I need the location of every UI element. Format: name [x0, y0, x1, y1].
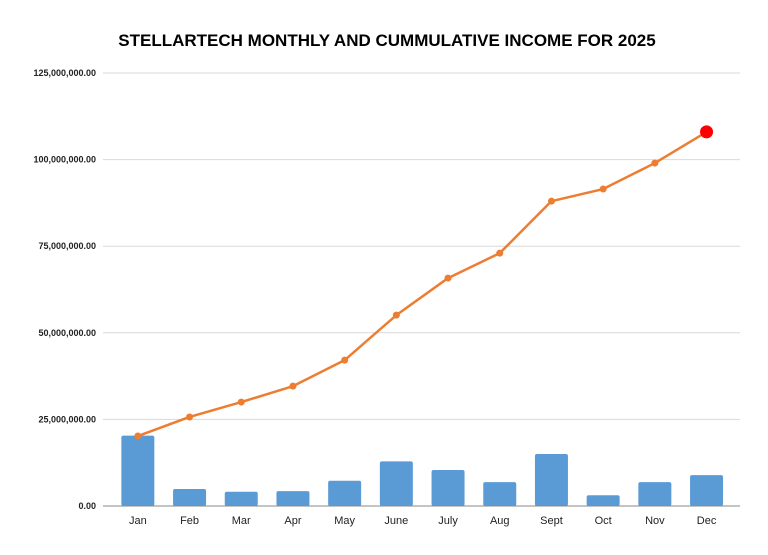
x-tick-label: June: [384, 515, 408, 527]
bar-july: [431, 469, 465, 506]
x-tick-label: Nov: [645, 515, 665, 527]
line-series: [134, 125, 714, 440]
line-point-july: [444, 274, 452, 282]
y-tick-label: 100,000,000.00: [33, 155, 96, 165]
bar-jan: [121, 435, 155, 506]
x-tick-label: Sept: [540, 515, 563, 527]
line-point-june: [392, 311, 400, 319]
bar-aug: [483, 482, 517, 506]
y-tick-label: 50,000,000.00: [38, 328, 96, 338]
x-tick-label: Oct: [595, 515, 612, 527]
cumulative-line: [137, 130, 708, 438]
bar-mar: [224, 491, 258, 506]
bar-apr: [276, 491, 310, 506]
bar-series: [121, 435, 724, 506]
x-tick-label: Aug: [490, 515, 510, 527]
line-point-oct: [599, 185, 607, 193]
x-tick-label: Feb: [180, 515, 199, 527]
line-point-mar: [237, 398, 245, 406]
y-tick-label: 0.00: [78, 501, 96, 511]
x-axis: Jan Feb Mar Apr May June July Aug Sept Oct Nov Dec: [129, 515, 717, 527]
bar-june: [379, 461, 413, 506]
y-tick-label: 25,000,000.00: [38, 414, 96, 424]
gridlines: [103, 72, 740, 420]
line-point-apr: [289, 382, 297, 390]
x-tick-label: July: [438, 515, 458, 527]
line-point-feb: [186, 413, 194, 421]
bar-feb: [173, 489, 207, 506]
line-point-nov: [651, 159, 659, 167]
bar-nov: [638, 482, 672, 506]
x-tick-label: Mar: [232, 515, 251, 527]
y-axis: 0.00 25,000,000.00 50,000,000.00 75,000,000…: [33, 68, 96, 511]
x-tick-label: Apr: [284, 515, 301, 527]
line-point-may: [341, 356, 349, 364]
line-point-dec: [700, 125, 714, 139]
y-tick-label: 75,000,000.00: [38, 241, 96, 251]
x-tick-label: Jan: [129, 515, 147, 527]
line-point-sept: [547, 197, 555, 205]
x-tick-label: Dec: [697, 515, 717, 527]
y-tick-label: 125,000,000.00: [33, 68, 96, 78]
line-point-aug: [496, 249, 504, 257]
bar-may: [328, 480, 362, 506]
line-point-jan: [134, 432, 142, 440]
bar-oct: [586, 495, 620, 506]
chart-title: STELLARTECH MONTHLY AND CUMMULATIVE INCO…: [118, 31, 655, 50]
bar-dec: [690, 475, 724, 506]
bar-sept: [534, 454, 568, 506]
x-tick-label: May: [334, 515, 355, 527]
